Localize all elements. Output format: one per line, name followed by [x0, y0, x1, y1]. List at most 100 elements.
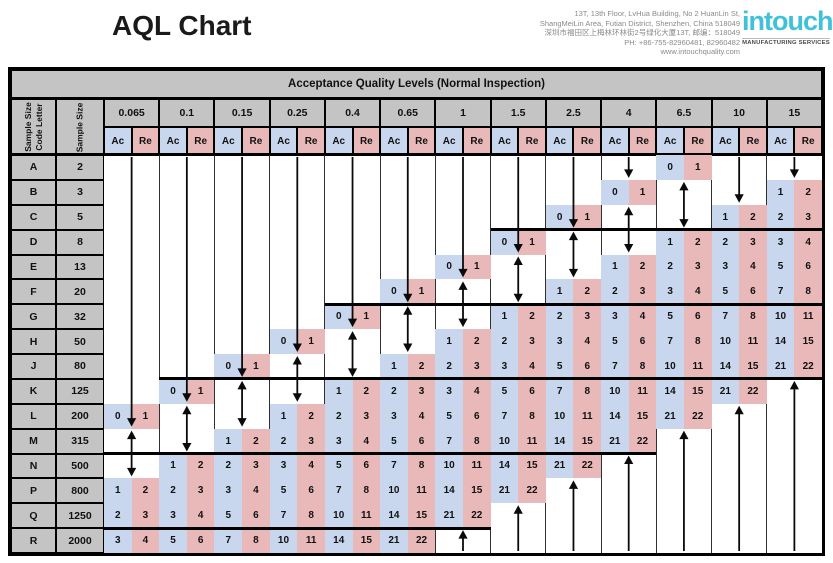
- re-header: Re: [186, 127, 215, 155]
- double-arrow-head-down: [568, 268, 579, 278]
- re-value-cell: 15: [628, 403, 657, 429]
- re-value-cell: 6: [573, 354, 602, 379]
- ac-value-cell: 10: [545, 403, 574, 429]
- re-header: Re: [407, 127, 436, 155]
- step-boundary-line: [490, 228, 822, 232]
- ac-value-cell: 3: [269, 453, 298, 479]
- ac-value-cell: 0: [490, 229, 519, 255]
- re-value-cell: 6: [463, 403, 491, 429]
- ac-header: Ac: [656, 127, 684, 155]
- aql-level-header: 0.25: [269, 99, 325, 127]
- re-value-cell: 4: [407, 403, 436, 429]
- re-value-cell: 3: [407, 378, 436, 404]
- re-value-cell: 22: [463, 503, 491, 529]
- re-value-cell: 8: [463, 428, 491, 454]
- ac-value-cell: 5: [656, 304, 684, 330]
- re-value-cell: 6: [407, 428, 436, 454]
- re-value-cell: 2: [518, 304, 546, 330]
- re-value-cell: 1: [407, 279, 436, 305]
- ac-header: Ac: [159, 127, 187, 155]
- ac-value-cell: 5: [435, 403, 463, 429]
- double-arrow-head-down: [679, 219, 689, 228]
- double-arrow-head-up: [513, 256, 523, 265]
- re-value-cell: 6: [683, 304, 712, 330]
- row-sample-size: 315: [56, 428, 104, 454]
- ac-value-cell: 10: [711, 329, 740, 354]
- re-value-cell: 2: [297, 403, 325, 429]
- re-value-cell: 22: [794, 354, 822, 379]
- aql-level-header: 0.1: [159, 99, 215, 127]
- ac-value-cell: 14: [601, 403, 629, 429]
- aql-level-header: 1: [435, 99, 491, 127]
- row-sample-size: 50: [56, 329, 104, 354]
- ac-value-cell: 14: [435, 478, 463, 504]
- ac-value-cell: 5: [380, 428, 408, 454]
- ac-value-cell: 10: [380, 478, 408, 504]
- aql-level-header: 4: [601, 99, 657, 127]
- row-sample-size: 5: [56, 204, 104, 230]
- code-letter-header-text: Sample Size Code Letter: [22, 102, 44, 152]
- ac-value-cell: 3: [711, 254, 740, 280]
- ac-value-cell: 21: [766, 354, 795, 379]
- up-arrow-head-up: [624, 455, 634, 464]
- ac-value-cell: 7: [380, 453, 408, 479]
- re-value-cell: 8: [794, 279, 822, 305]
- column-grid-line: [269, 155, 271, 553]
- ac-value-cell: 7: [269, 503, 298, 529]
- ac-value-cell: 5: [490, 378, 519, 404]
- re-value-cell: 6: [794, 254, 822, 280]
- double-arrow-head-down: [624, 244, 634, 253]
- ac-value-cell: 2: [159, 478, 187, 504]
- re-value-cell: 6: [352, 453, 381, 479]
- row-code-letter: L: [11, 403, 56, 429]
- re-value-cell: 3: [628, 279, 657, 305]
- row-sample-size: 200: [56, 403, 104, 429]
- up-arrow-head-up: [734, 405, 744, 415]
- re-value-cell: 1: [573, 204, 602, 230]
- ac-value-cell: 10: [435, 453, 463, 479]
- ac-value-cell: 5: [269, 478, 298, 504]
- re-value-cell: 8: [628, 354, 657, 379]
- double-arrow-head-down: [182, 443, 192, 452]
- re-value-cell: 2: [794, 179, 822, 205]
- re-value-cell: 3: [463, 354, 491, 379]
- double-arrow-head-up: [292, 356, 302, 365]
- company-phone: PH: +86-755-82960481, 82960482: [624, 37, 740, 47]
- re-value-cell: 22: [407, 528, 436, 553]
- re-value-cell: 15: [352, 528, 381, 553]
- re-value-cell: 11: [352, 503, 381, 529]
- re-value-cell: 15: [407, 503, 436, 529]
- ac-value-cell: 2: [104, 503, 132, 529]
- ac-value-cell: 1: [269, 403, 298, 429]
- ac-value-cell: 0: [159, 378, 187, 404]
- re-value-cell: 22: [628, 428, 657, 454]
- re-value-cell: 3: [518, 329, 546, 354]
- ac-value-cell: 2: [490, 329, 519, 354]
- ac-value-cell: 0: [601, 179, 629, 205]
- re-header: Re: [518, 127, 546, 155]
- ac-value-cell: 21: [711, 378, 740, 404]
- re-value-cell: 6: [186, 528, 215, 553]
- ac-value-cell: 2: [380, 378, 408, 404]
- aql-level-header: 15: [766, 99, 822, 127]
- re-value-cell: 2: [573, 279, 602, 305]
- ac-value-cell: 7: [324, 478, 353, 504]
- ac-value-cell: 0: [104, 403, 132, 429]
- row-sample-size: 20: [56, 279, 104, 305]
- ac-value-cell: 3: [104, 528, 132, 553]
- row-code-letter: J: [11, 354, 56, 379]
- aql-level-header: 1.5: [490, 99, 546, 127]
- ac-value-cell: 10: [269, 528, 298, 553]
- double-arrow-head-up: [679, 181, 689, 191]
- ac-value-cell: 1: [766, 179, 795, 205]
- table-title: Acceptance Quality Levels (Normal Inspec…: [11, 70, 822, 99]
- re-value-cell: 4: [573, 329, 602, 354]
- re-value-cell: 4: [683, 279, 712, 305]
- re-value-cell: 3: [131, 503, 160, 529]
- up-arrow-head-up: [679, 430, 689, 440]
- re-value-cell: 8: [297, 503, 325, 529]
- row-code-letter: F: [11, 279, 56, 305]
- re-value-cell: 2: [683, 229, 712, 255]
- ac-value-cell: 1: [545, 279, 574, 305]
